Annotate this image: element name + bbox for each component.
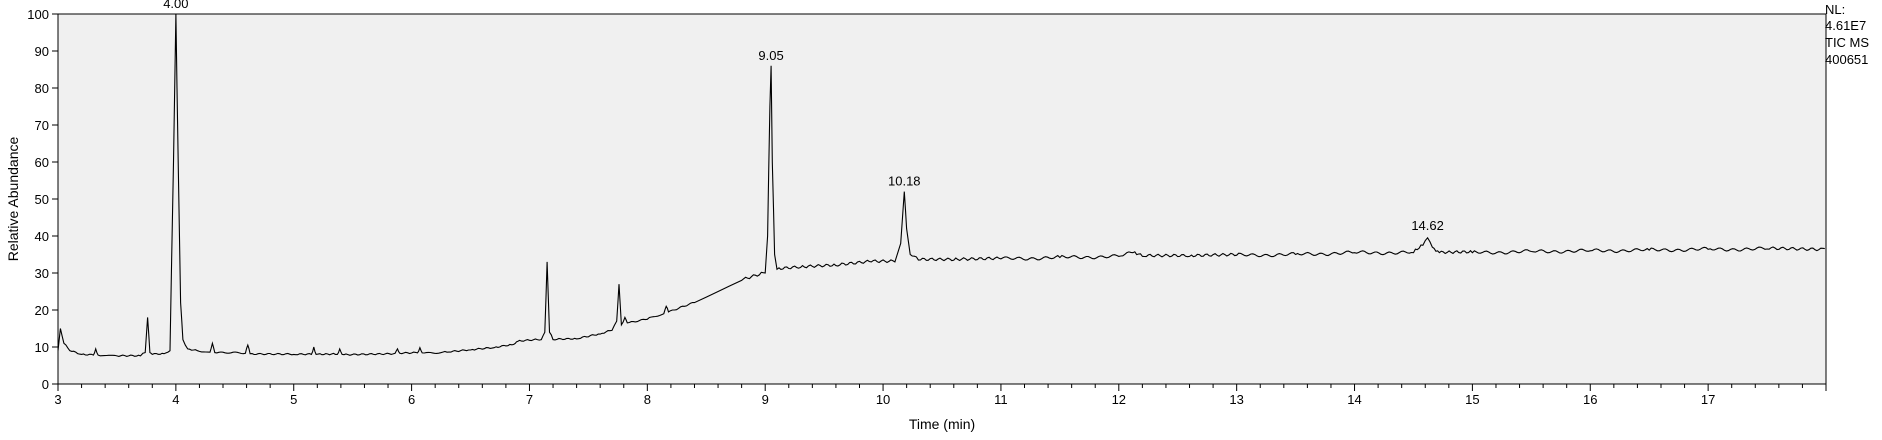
y-tick-label: 0 — [42, 377, 49, 392]
y-axis-label: Relative Abundance — [5, 137, 21, 262]
x-tick-label: 13 — [1229, 392, 1243, 407]
y-axis: 0 10 20 30 40 50 60 70 80 90 100 — [27, 7, 58, 392]
peak-label: 9.05 — [758, 48, 783, 63]
peak-labels: 4.00 9.05 10.18 14.62 — [163, 0, 1444, 233]
y-tick-label: 80 — [35, 81, 49, 96]
x-axis: 3 4 5 6 7 8 9 10 11 12 13 14 15 16 17 — [54, 384, 1827, 407]
peak-label: 10.18 — [888, 174, 921, 189]
y-tick-label: 90 — [35, 44, 49, 59]
x-tick-label: 6 — [408, 392, 415, 407]
x-tick-label: 17 — [1701, 392, 1715, 407]
y-tick-label: 60 — [35, 155, 49, 170]
x-tick-label: 4 — [172, 392, 179, 407]
y-tick-label: 30 — [35, 266, 49, 281]
nl-label: NL: — [1825, 2, 1846, 17]
y-tick-label: 100 — [27, 7, 49, 22]
nl-value: 4.61E7 — [1825, 18, 1867, 33]
x-tick-label: 5 — [290, 392, 297, 407]
scan-type-label: TIC MS — [1825, 35, 1870, 50]
x-tick-label: 10 — [876, 392, 890, 407]
x-tick-label: 12 — [1112, 392, 1126, 407]
plot-background — [57, 13, 1827, 385]
tic-trace-line — [57, 13, 1825, 357]
x-tick-label: 16 — [1583, 392, 1597, 407]
peak-label: 14.62 — [1411, 218, 1444, 233]
x-tick-label: 15 — [1465, 392, 1479, 407]
y-tick-label: 50 — [35, 192, 49, 207]
x-tick-label: 11 — [994, 392, 1008, 407]
y-tick-label: 10 — [35, 340, 49, 355]
y-tick-label: 40 — [35, 229, 49, 244]
x-tick-label: 14 — [1347, 392, 1361, 407]
x-axis-label: Time (min) — [909, 416, 975, 432]
y-tick-label: 70 — [35, 118, 49, 133]
y-tick-label: 20 — [35, 303, 49, 318]
peak-label: 4.00 — [163, 0, 188, 11]
x-tick-label: 7 — [526, 392, 533, 407]
x-tick-label: 8 — [644, 392, 651, 407]
x-tick-label: 3 — [54, 392, 61, 407]
file-id-label: 400651 — [1825, 52, 1869, 67]
x-tick-label: 9 — [762, 392, 769, 407]
